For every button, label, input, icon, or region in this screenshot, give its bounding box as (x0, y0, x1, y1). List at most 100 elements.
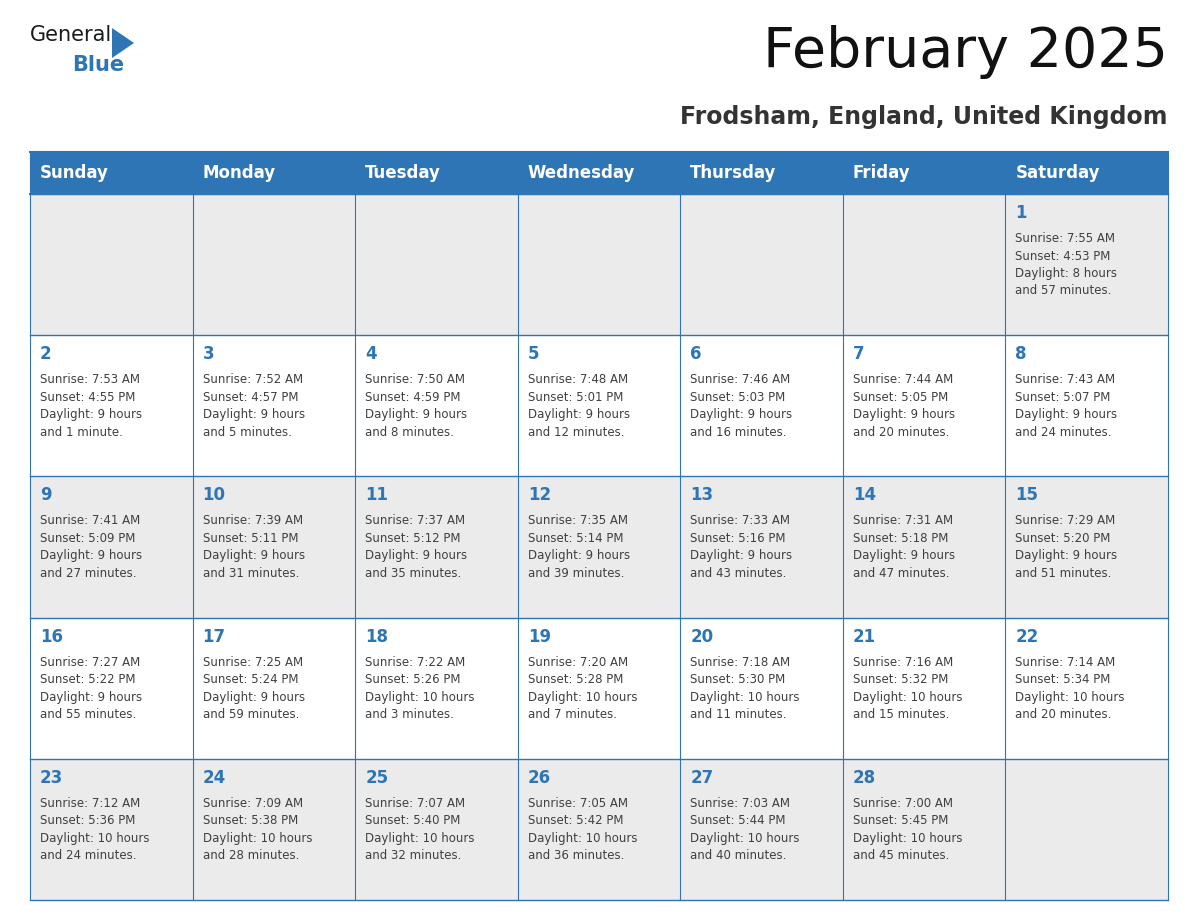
Text: 5: 5 (527, 345, 539, 364)
Bar (355, 476, 518, 618)
Text: Daylight: 10 hours: Daylight: 10 hours (203, 832, 312, 845)
Text: Sunset: 5:12 PM: Sunset: 5:12 PM (365, 532, 461, 545)
Text: Sunrise: 7:05 AM: Sunrise: 7:05 AM (527, 797, 627, 810)
Bar (192, 194, 355, 335)
Bar (681, 335, 842, 476)
Text: and 8 minutes.: and 8 minutes. (365, 426, 454, 439)
Bar (355, 759, 518, 900)
Text: and 5 minutes.: and 5 minutes. (203, 426, 291, 439)
Text: Saturday: Saturday (1016, 164, 1100, 182)
Text: Sunset: 5:30 PM: Sunset: 5:30 PM (690, 673, 785, 686)
Text: 14: 14 (853, 487, 876, 504)
Text: Sunset: 5:24 PM: Sunset: 5:24 PM (203, 673, 298, 686)
Bar (1005, 759, 1168, 900)
Text: 23: 23 (40, 768, 63, 787)
Text: Daylight: 9 hours: Daylight: 9 hours (365, 409, 467, 421)
Text: Sunrise: 7:25 AM: Sunrise: 7:25 AM (203, 655, 303, 668)
Text: Monday: Monday (203, 164, 276, 182)
Text: and 3 minutes.: and 3 minutes. (365, 708, 454, 722)
Bar (30, 335, 192, 476)
Bar (192, 476, 355, 618)
Text: Sunrise: 7:33 AM: Sunrise: 7:33 AM (690, 514, 790, 528)
Text: and 24 minutes.: and 24 minutes. (1016, 426, 1112, 439)
Bar (30, 618, 192, 759)
Text: and 51 minutes.: and 51 minutes. (1016, 567, 1112, 580)
Bar (842, 476, 1005, 618)
Text: Sunrise: 7:53 AM: Sunrise: 7:53 AM (40, 374, 140, 386)
Text: Sunset: 5:11 PM: Sunset: 5:11 PM (203, 532, 298, 545)
Text: Sunset: 4:59 PM: Sunset: 4:59 PM (365, 391, 461, 404)
Text: and 40 minutes.: and 40 minutes. (690, 849, 786, 862)
Text: 12: 12 (527, 487, 551, 504)
Text: and 12 minutes.: and 12 minutes. (527, 426, 624, 439)
Text: Sunrise: 7:14 AM: Sunrise: 7:14 AM (1016, 655, 1116, 668)
Text: Sunrise: 7:37 AM: Sunrise: 7:37 AM (365, 514, 466, 528)
Text: and 24 minutes.: and 24 minutes. (40, 849, 137, 862)
Text: 27: 27 (690, 768, 714, 787)
Text: Daylight: 10 hours: Daylight: 10 hours (40, 832, 150, 845)
Bar (681, 476, 842, 618)
Text: and 11 minutes.: and 11 minutes. (690, 708, 786, 722)
Text: Blue: Blue (72, 55, 124, 75)
Text: Daylight: 9 hours: Daylight: 9 hours (1016, 549, 1118, 563)
Text: Sunset: 5:16 PM: Sunset: 5:16 PM (690, 532, 785, 545)
Text: Sunrise: 7:44 AM: Sunrise: 7:44 AM (853, 374, 953, 386)
Text: 18: 18 (365, 628, 388, 645)
Text: Daylight: 9 hours: Daylight: 9 hours (853, 409, 955, 421)
Text: Thursday: Thursday (690, 164, 777, 182)
Text: Daylight: 9 hours: Daylight: 9 hours (40, 690, 143, 703)
Text: Sunrise: 7:12 AM: Sunrise: 7:12 AM (40, 797, 140, 810)
Text: Daylight: 10 hours: Daylight: 10 hours (365, 690, 475, 703)
Text: and 39 minutes.: and 39 minutes. (527, 567, 624, 580)
Text: Sunset: 5:32 PM: Sunset: 5:32 PM (853, 673, 948, 686)
Text: Sunrise: 7:09 AM: Sunrise: 7:09 AM (203, 797, 303, 810)
Text: and 7 minutes.: and 7 minutes. (527, 708, 617, 722)
Bar (842, 194, 1005, 335)
Text: Daylight: 10 hours: Daylight: 10 hours (690, 832, 800, 845)
Text: and 45 minutes.: and 45 minutes. (853, 849, 949, 862)
Text: Daylight: 9 hours: Daylight: 9 hours (527, 409, 630, 421)
Text: 4: 4 (365, 345, 377, 364)
Text: 6: 6 (690, 345, 702, 364)
Text: Sunrise: 7:52 AM: Sunrise: 7:52 AM (203, 374, 303, 386)
Text: and 59 minutes.: and 59 minutes. (203, 708, 299, 722)
Bar (842, 759, 1005, 900)
Text: Sunset: 5:38 PM: Sunset: 5:38 PM (203, 814, 298, 827)
Text: Sunset: 5:42 PM: Sunset: 5:42 PM (527, 814, 624, 827)
Text: Sunset: 5:44 PM: Sunset: 5:44 PM (690, 814, 785, 827)
Text: and 28 minutes.: and 28 minutes. (203, 849, 299, 862)
Text: Wednesday: Wednesday (527, 164, 636, 182)
Bar (681, 194, 842, 335)
Text: Sunrise: 7:16 AM: Sunrise: 7:16 AM (853, 655, 953, 668)
Text: Daylight: 9 hours: Daylight: 9 hours (40, 549, 143, 563)
Text: and 43 minutes.: and 43 minutes. (690, 567, 786, 580)
Bar (518, 759, 681, 900)
Bar (355, 194, 518, 335)
Text: Daylight: 9 hours: Daylight: 9 hours (365, 549, 467, 563)
Bar (842, 618, 1005, 759)
Bar (30, 152, 1168, 194)
Text: 8: 8 (1016, 345, 1026, 364)
Text: Sunset: 5:09 PM: Sunset: 5:09 PM (40, 532, 135, 545)
Bar (1005, 194, 1168, 335)
Text: and 55 minutes.: and 55 minutes. (40, 708, 137, 722)
Text: 10: 10 (203, 487, 226, 504)
Text: Sunset: 5:03 PM: Sunset: 5:03 PM (690, 391, 785, 404)
Text: Sunrise: 7:41 AM: Sunrise: 7:41 AM (40, 514, 140, 528)
Text: and 1 minute.: and 1 minute. (40, 426, 122, 439)
Text: Sunrise: 7:39 AM: Sunrise: 7:39 AM (203, 514, 303, 528)
Text: 26: 26 (527, 768, 551, 787)
Text: Daylight: 10 hours: Daylight: 10 hours (527, 690, 637, 703)
Text: 3: 3 (203, 345, 214, 364)
Text: Sunrise: 7:50 AM: Sunrise: 7:50 AM (365, 374, 466, 386)
Text: Sunset: 4:57 PM: Sunset: 4:57 PM (203, 391, 298, 404)
Text: and 20 minutes.: and 20 minutes. (1016, 708, 1112, 722)
Text: 19: 19 (527, 628, 551, 645)
Bar (518, 194, 681, 335)
Text: 7: 7 (853, 345, 865, 364)
Text: 2: 2 (40, 345, 51, 364)
Text: Sunrise: 7:20 AM: Sunrise: 7:20 AM (527, 655, 627, 668)
Text: and 31 minutes.: and 31 minutes. (203, 567, 299, 580)
Text: Sunset: 5:22 PM: Sunset: 5:22 PM (40, 673, 135, 686)
Text: 17: 17 (203, 628, 226, 645)
